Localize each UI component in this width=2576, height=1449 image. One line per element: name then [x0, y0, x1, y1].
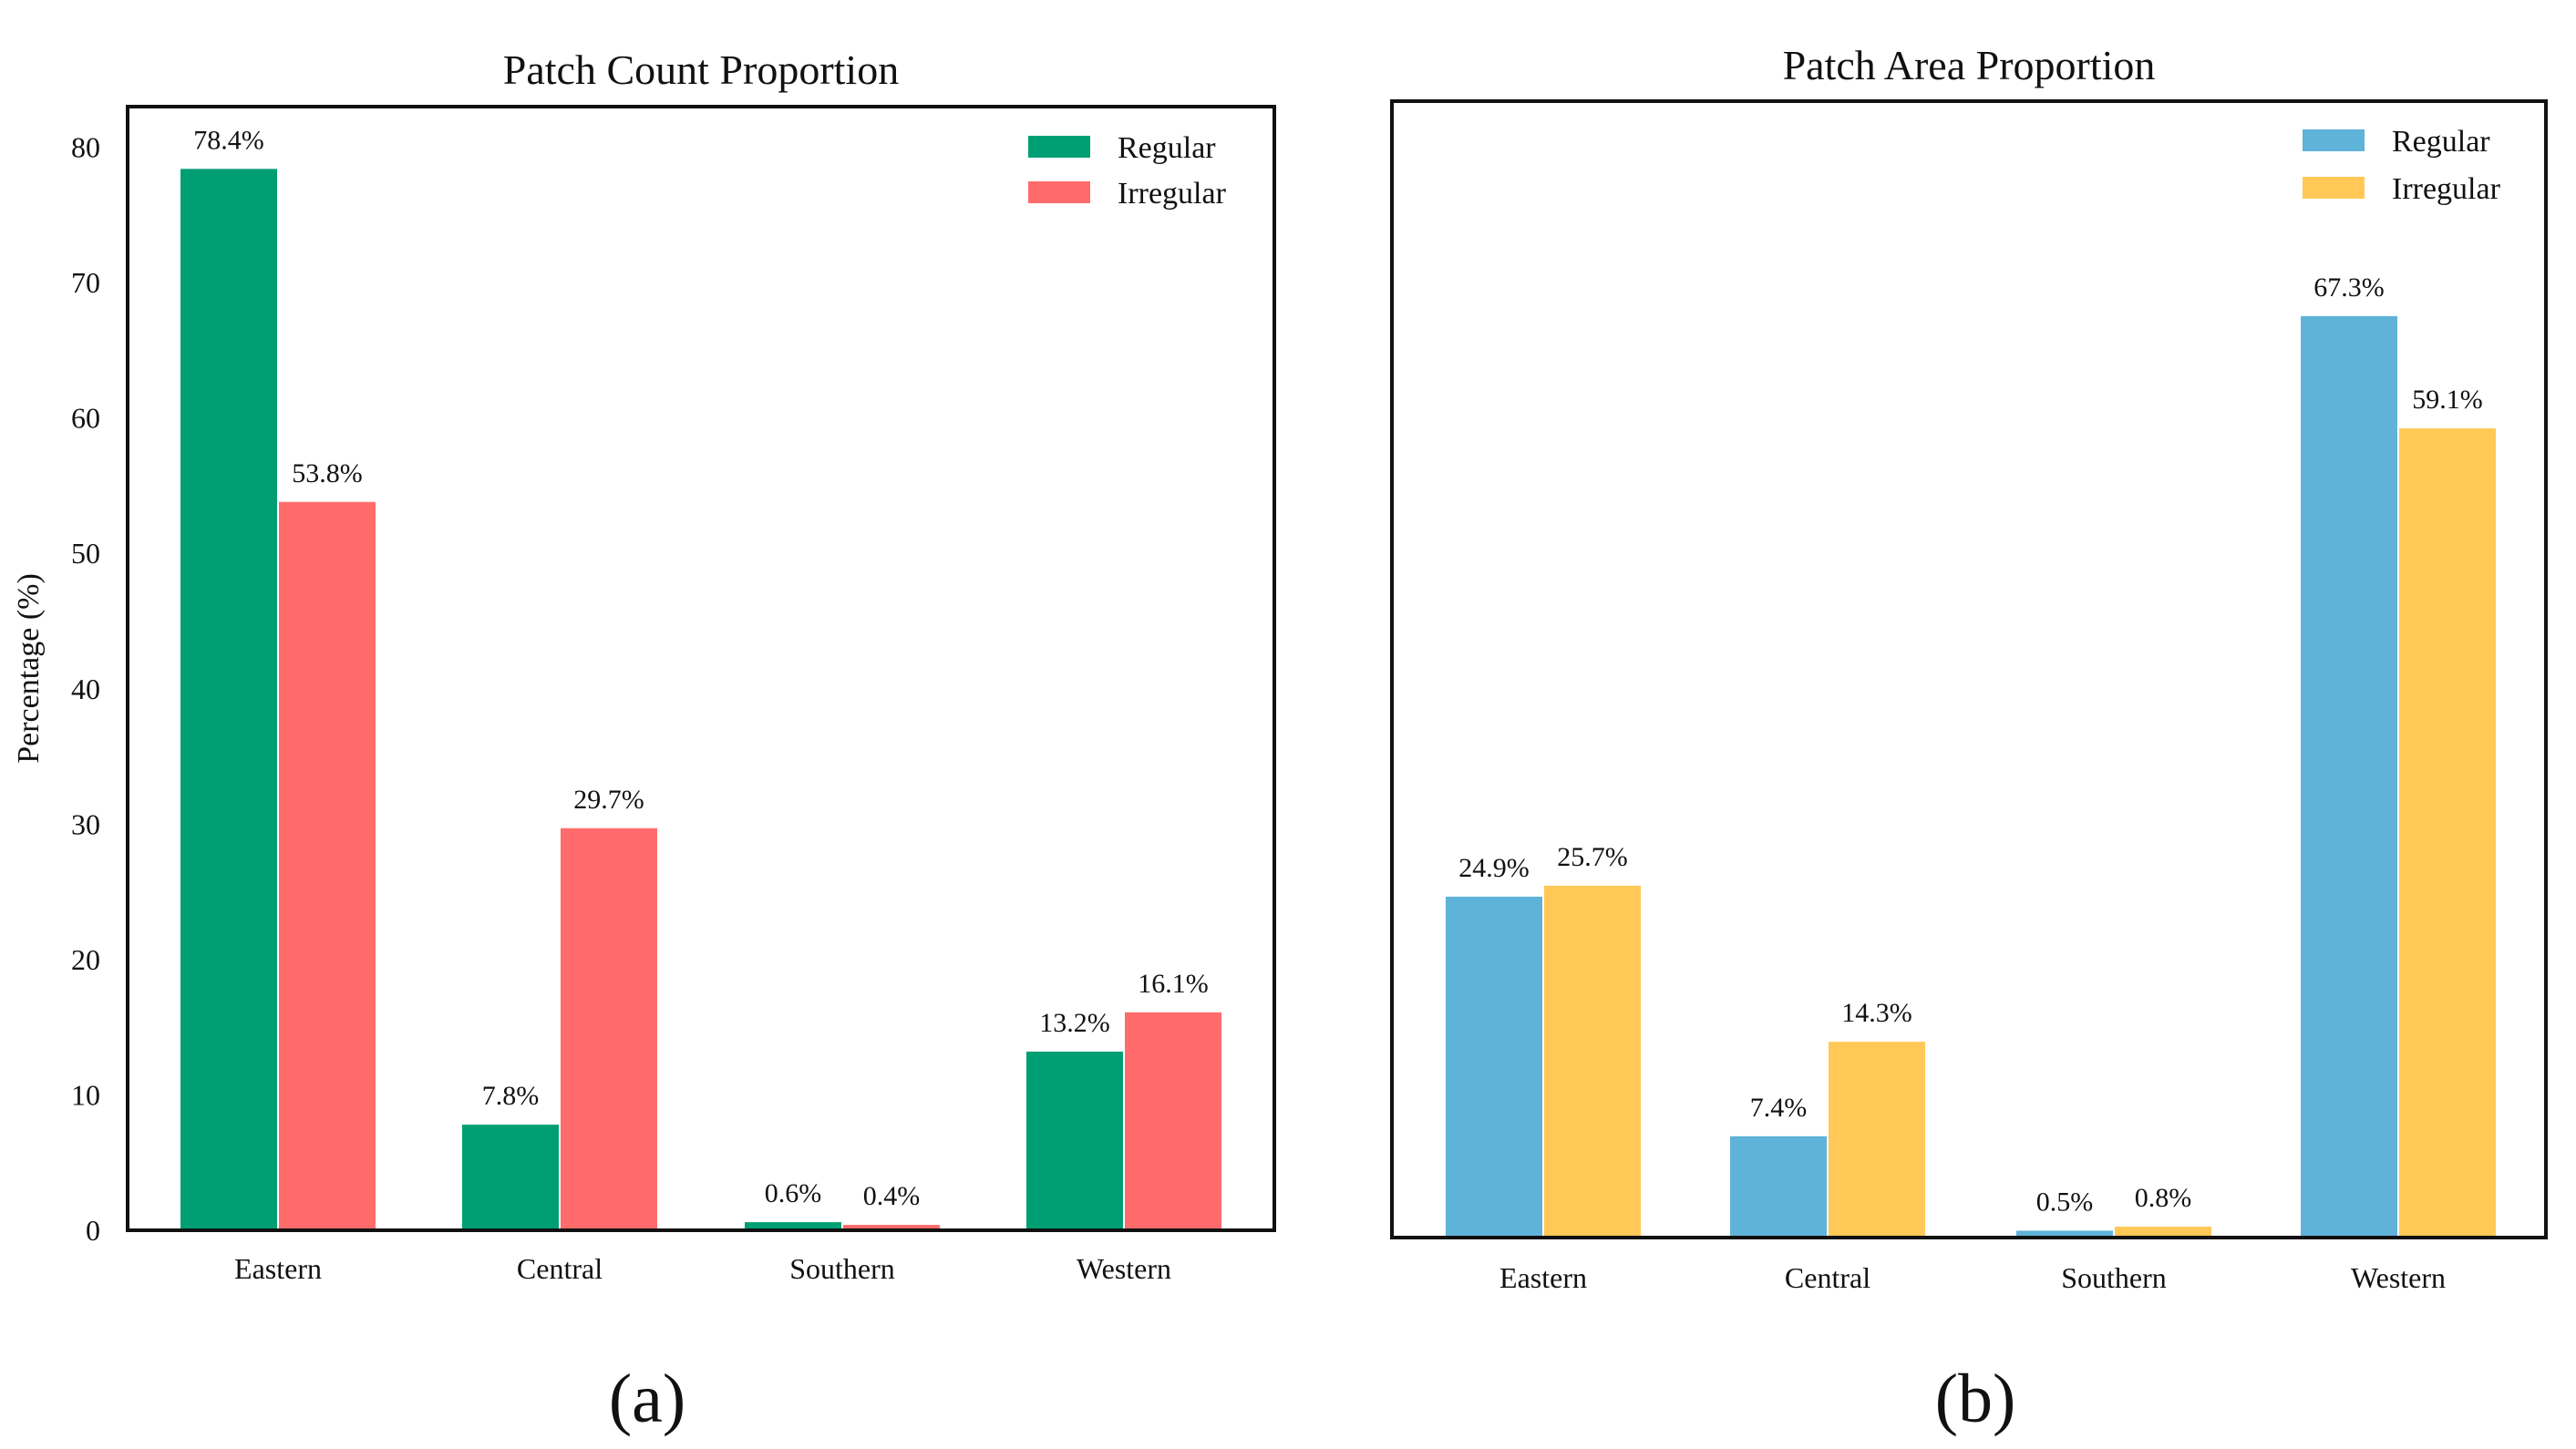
data-label-regular-southern: 0.6%: [765, 1178, 822, 1208]
bar-irregular-western: [1125, 1012, 1221, 1230]
bar-regular-western: [2301, 315, 2397, 1238]
y-tick-label-80: 80: [71, 131, 100, 164]
bar-irregular-central: [1829, 1042, 1925, 1238]
bar-regular-central: [1730, 1136, 1827, 1238]
data-label-irregular-central: 14.3%: [1841, 998, 1912, 1028]
data-label-irregular-southern: 0.4%: [863, 1181, 921, 1211]
legend-swatch-regular: [1028, 136, 1090, 158]
legend-label-irregular: Irregular: [1118, 177, 1227, 211]
bar-regular-western: [1026, 1051, 1123, 1230]
data-label-irregular-eastern: 53.8%: [292, 458, 363, 488]
data-label-regular-southern: 0.5%: [2036, 1187, 2094, 1217]
y-tick-label-50: 50: [71, 537, 100, 570]
plot-frame: [1390, 99, 2548, 1239]
bar-regular-eastern: [180, 169, 277, 1230]
panel-label: (a): [609, 1361, 685, 1437]
legend-swatch-regular: [2303, 129, 2365, 151]
bar-irregular-central: [561, 827, 657, 1230]
y-tick-label-0: 0: [86, 1214, 100, 1247]
data-label-regular-central: 7.8%: [482, 1081, 540, 1111]
x-tick-label-western: Western: [2351, 1261, 2446, 1294]
y-tick-label-70: 70: [71, 266, 100, 299]
bar-irregular-western: [2399, 428, 2496, 1238]
x-tick-label-central: Central: [1785, 1261, 1870, 1294]
data-label-irregular-central: 29.7%: [573, 785, 644, 815]
data-label-regular-eastern: 24.9%: [1458, 853, 1530, 883]
chart-patch-area: Patch Area Proportion 24.9% 7.4% 0.5% 67.3% 2…: [1390, 42, 2548, 1437]
legend-swatch-irregular: [2303, 177, 2365, 199]
x-tick-label-eastern: Eastern: [1499, 1261, 1587, 1294]
bar-regular-southern: [2016, 1230, 2113, 1238]
plot-frame: [126, 105, 1276, 1232]
bar-irregular-southern: [2115, 1226, 2211, 1238]
data-label-regular-eastern: 78.4%: [193, 125, 264, 155]
legend-label-irregular: Irregular: [2392, 172, 2501, 206]
x-tick-label-southern: Southern: [789, 1252, 895, 1285]
chart-title: Patch Count Proportion: [503, 46, 899, 93]
bar-irregular-southern: [843, 1225, 940, 1230]
bar-regular-eastern: [1446, 896, 1542, 1238]
data-label-regular-central: 7.4%: [1750, 1093, 1808, 1123]
x-tick-label-western: Western: [1077, 1252, 1171, 1285]
y-tick-label-60: 60: [71, 402, 100, 435]
legend-swatch-irregular: [1028, 181, 1090, 203]
x-tick-label-southern: Southern: [2061, 1261, 2167, 1294]
data-label-irregular-western: 16.1%: [1138, 969, 1209, 999]
panel-label: (b): [1935, 1361, 2016, 1437]
data-label-irregular-southern: 0.8%: [2135, 1183, 2192, 1213]
x-tick-label-eastern: Eastern: [234, 1252, 322, 1285]
chart-patch-count: Patch Count Proportion 78.4% 7.8% 0.6% 13.2%…: [12, 46, 1276, 1437]
bar-irregular-eastern: [1544, 885, 1641, 1238]
bar-regular-central: [462, 1125, 559, 1230]
x-tick-label-central: Central: [517, 1252, 603, 1285]
y-axis-label: Percentage (%): [12, 573, 46, 764]
data-label-irregular-western: 59.1%: [2412, 385, 2483, 415]
y-tick-label-40: 40: [71, 673, 100, 705]
data-label-regular-western: 13.2%: [1039, 1008, 1110, 1038]
y-tick-label-30: 30: [71, 807, 100, 840]
legend-label-regular: Regular: [1118, 131, 1216, 165]
bar-regular-southern: [745, 1222, 841, 1230]
chart-title: Patch Area Proportion: [1783, 42, 2156, 88]
y-tick-label-20: 20: [71, 943, 100, 976]
legend-label-regular: Regular: [2392, 125, 2490, 159]
y-tick-label-10: 10: [71, 1078, 100, 1111]
bar-irregular-eastern: [279, 501, 376, 1230]
data-label-irregular-eastern: 25.7%: [1557, 842, 1628, 872]
data-label-regular-western: 67.3%: [2313, 272, 2385, 303]
